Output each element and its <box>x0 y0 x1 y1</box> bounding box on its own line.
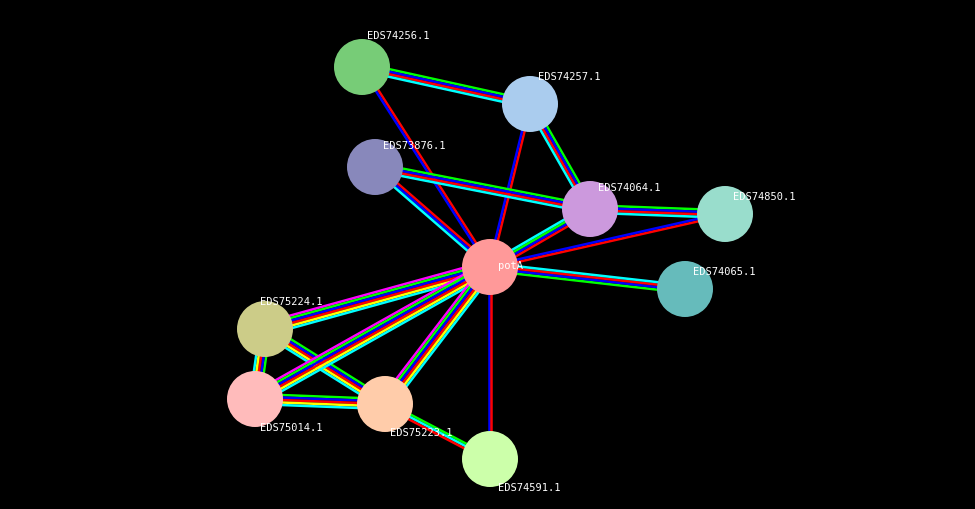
Text: EDS75223.1: EDS75223.1 <box>390 427 452 437</box>
Ellipse shape <box>227 371 283 427</box>
Ellipse shape <box>562 182 618 238</box>
Ellipse shape <box>462 431 518 487</box>
Ellipse shape <box>357 376 413 432</box>
Text: EDS74850.1: EDS74850.1 <box>733 191 796 202</box>
Text: EDS74065.1: EDS74065.1 <box>693 267 756 276</box>
Ellipse shape <box>334 40 390 96</box>
Ellipse shape <box>697 187 753 242</box>
Ellipse shape <box>347 140 403 195</box>
Ellipse shape <box>237 301 293 357</box>
Text: EDS74064.1: EDS74064.1 <box>598 183 660 192</box>
Text: EDS74591.1: EDS74591.1 <box>498 482 561 492</box>
Ellipse shape <box>502 77 558 133</box>
Text: EDS74256.1: EDS74256.1 <box>367 31 430 41</box>
Text: EDS75014.1: EDS75014.1 <box>260 422 323 432</box>
Ellipse shape <box>657 262 713 318</box>
Text: potA: potA <box>498 261 523 270</box>
Text: EDS75224.1: EDS75224.1 <box>260 296 323 306</box>
Text: EDS74257.1: EDS74257.1 <box>538 72 601 82</box>
Ellipse shape <box>462 240 518 295</box>
Text: EDS73876.1: EDS73876.1 <box>383 140 446 151</box>
